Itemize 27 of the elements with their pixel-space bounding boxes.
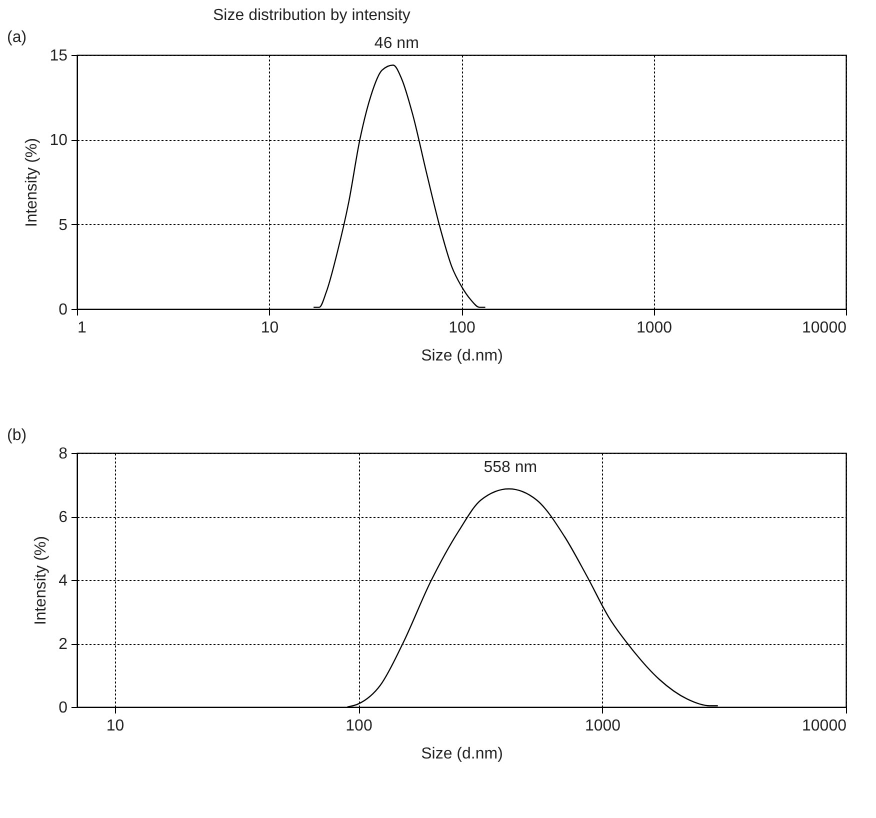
annotation: 46 nm [374,35,419,52]
annotation: 558 nm [484,458,538,476]
y-axis-title: Intensity (%) [32,536,50,625]
chart-title: Size distribution by intensity [213,7,410,24]
y-axis-title: Intensity (%) [24,138,41,227]
x-tick-label: 1000 [636,320,672,336]
text: (b) [7,427,27,444]
x-tick-label: 10 [260,320,279,336]
y-tick-label: 10 [50,132,68,150]
y-tick-label: 5 [58,216,68,234]
x-tick-label: 100 [448,320,476,336]
x-tick-label: 1 [78,320,86,336]
y-tick-label: 0 [58,302,68,318]
y-tick-label: 15 [50,48,68,64]
x-tick-label: 100 [346,718,372,734]
x-tick-label: 1000 [584,718,621,734]
y-tick-label: 0 [58,700,68,716]
x-tick-label: 10000 [802,718,847,734]
text: (a) [7,29,27,46]
x-axis-title: Size (d.nm) [421,746,503,762]
y-tick-label: 8 [58,446,68,462]
x-tick-label: 10000 [802,320,847,336]
y-tick-label: 6 [58,509,68,526]
y-tick-label: 2 [58,636,68,653]
y-tick-label: 4 [58,572,68,590]
x-axis-title: Size (d.nm) [421,348,503,364]
x-tick-label: 10 [106,718,124,734]
